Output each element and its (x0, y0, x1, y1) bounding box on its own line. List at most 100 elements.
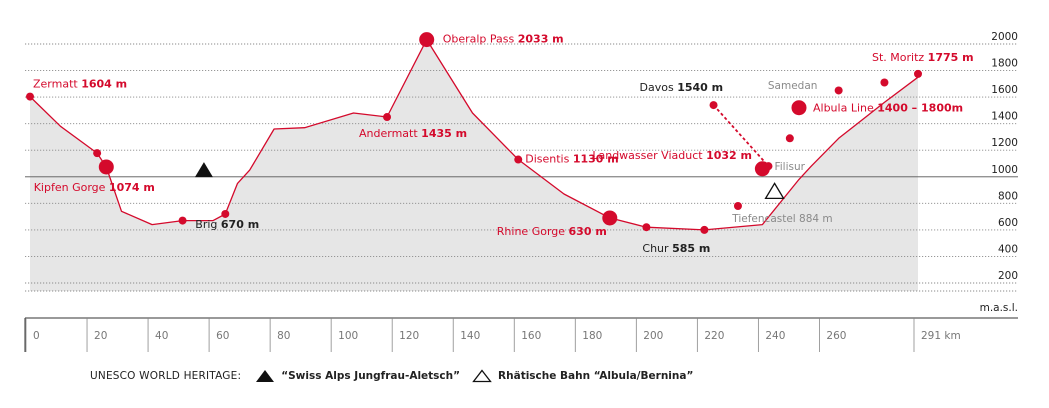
station-name: Zermatt (33, 78, 81, 91)
profile-area-layer (30, 39, 918, 291)
major-station-marker (419, 32, 435, 48)
major-station-marker (98, 159, 114, 175)
y-tick-label: 200 (998, 270, 1018, 282)
legend-item-jungfrau: “Swiss Alps Jungfrau-Aletsch” (255, 369, 460, 383)
y-tick-label: 1600 (991, 84, 1018, 96)
station-label: Kipfen Gorge 1074 m (34, 181, 155, 194)
y-tick-label: 1200 (991, 137, 1018, 149)
y-tick-label: 1000 (991, 164, 1018, 176)
station-marker (733, 201, 742, 210)
station-name: Disentis (525, 153, 573, 166)
station-label: Brig 670 m (195, 218, 259, 231)
legend-item-albula-bernina: Rhätische Bahn “Albula/Bernina” (472, 369, 693, 383)
station-marker (26, 92, 34, 101)
y-tick-label: 1400 (991, 111, 1018, 123)
y-tick-label: 2000 (991, 31, 1018, 43)
station-elevation: 1400 – 1800m (877, 102, 963, 115)
station-elevation: 1032 m (706, 149, 752, 162)
x-tick-label: 20 (94, 330, 107, 342)
station-marker (709, 101, 718, 110)
x-tick-label: 240 (765, 330, 785, 342)
station-name: Rhine Gorge (497, 225, 569, 238)
heritage-filled-triangle-icon (194, 162, 213, 178)
station-label: Andermatt 1435 m (359, 127, 467, 140)
station-label: Davos 1540 m (640, 81, 724, 94)
station-name: Davos (640, 81, 678, 94)
station-name: Brig (195, 218, 221, 231)
station-labels: Zermatt 1604 m Kipfen Gorge 1074 m Brig 67… (33, 33, 974, 256)
station-marker (383, 113, 392, 122)
station-elevation: 2033 m (518, 33, 564, 46)
station-elevation: 630 m (569, 225, 607, 238)
x-tick-label: 40 (155, 330, 168, 342)
station-marker (178, 216, 187, 225)
station-label: Zermatt 1604 m (33, 78, 127, 91)
gridlines (25, 43, 1018, 292)
station-name: Landwasser Viaduct (592, 149, 706, 162)
x-axis: 0 20 40 60 80 100 120 140 160 180 200 220 240 260 291 … (24, 317, 1018, 352)
x-tick-label: 120 (399, 330, 419, 342)
major-station-marker (602, 210, 618, 226)
x-tick-label: 160 (521, 330, 541, 342)
station-name: Oberalp Pass (443, 33, 518, 46)
x-tick-label: 200 (643, 330, 663, 342)
major-station-marker (791, 100, 807, 116)
station-label: St. Moritz 1775 m (872, 51, 974, 64)
station-marker (221, 209, 230, 218)
station-marker (514, 155, 523, 164)
y-tick-labels: 200 400 600 800 1000 1200 1400 1600 1800 2000 (991, 31, 1018, 282)
annotation-label: Tiefencastel 884 m (731, 213, 832, 225)
legend: UNESCO WORLD HERITAGE: “Swiss Alps Jungf… (90, 369, 705, 383)
y-axis-unit-label: m.a.s.l. (980, 302, 1018, 314)
station-label: Disentis 1130 m (525, 153, 619, 166)
y-tick-label: 400 (998, 243, 1018, 255)
x-tick-label: 180 (582, 330, 602, 342)
station-marker (93, 149, 102, 158)
davos-branch-line (712, 104, 770, 167)
filisur-label: Filisur (774, 161, 805, 173)
station-name: Andermatt (359, 127, 421, 140)
y-tick-label: 800 (998, 190, 1018, 202)
station-elevation: 1775 m (928, 51, 974, 64)
station-marker (764, 162, 773, 171)
chart-svg: 200 400 600 800 1000 1200 1400 1600 1800 2000 Zer… (24, 31, 1018, 352)
station-marker (785, 134, 794, 143)
station-elevation: 670 m (221, 218, 259, 231)
profile-line (29, 38, 919, 231)
station-label: Chur 585 m (642, 242, 710, 255)
station-marker (700, 225, 709, 234)
station-marker (914, 69, 922, 78)
station-marker (642, 223, 651, 232)
station-elevation: 1540 m (677, 81, 723, 94)
station-name: Kipfen Gorge (34, 181, 109, 194)
x-tick-label: 260 (826, 330, 846, 342)
station-marker (880, 78, 889, 87)
station-elevation: 1435 m (421, 127, 467, 140)
station-name: Chur (642, 242, 672, 255)
x-tick-label: 100 (338, 330, 358, 342)
station-name: St. Moritz (872, 51, 928, 64)
station-marker (834, 86, 843, 95)
station-label: Rhine Gorge 630 m (497, 225, 607, 238)
profile-line-layer (29, 38, 919, 231)
station-name: Albula Line (813, 102, 877, 115)
y-tick-label: 1800 (991, 58, 1018, 70)
x-tick-label: 140 (460, 330, 480, 342)
station-elevation: 585 m (672, 242, 710, 255)
x-tick-label: 291 km (921, 330, 961, 342)
profile-area (30, 39, 918, 291)
heritage-outline-triangle-icon (764, 182, 785, 200)
station-label: Albula Line 1400 – 1800m (813, 102, 963, 115)
y-tick-label: 600 (998, 217, 1018, 229)
station-label: Oberalp Pass 2033 m (443, 33, 564, 46)
annotation-label: Samedan (768, 80, 818, 92)
x-tick-label: 80 (277, 330, 290, 342)
x-tick-label: 220 (704, 330, 724, 342)
station-elevation: 1604 m (81, 78, 127, 91)
station-markers (26, 32, 922, 234)
legend-item-label: “Swiss Alps Jungfrau-Aletsch” (281, 370, 461, 382)
legend-item-label: Rhätische Bahn “Albula/Bernina” (498, 370, 694, 382)
station-elevation: 1074 m (109, 181, 155, 194)
station-elevation: 1130 m (573, 153, 619, 166)
